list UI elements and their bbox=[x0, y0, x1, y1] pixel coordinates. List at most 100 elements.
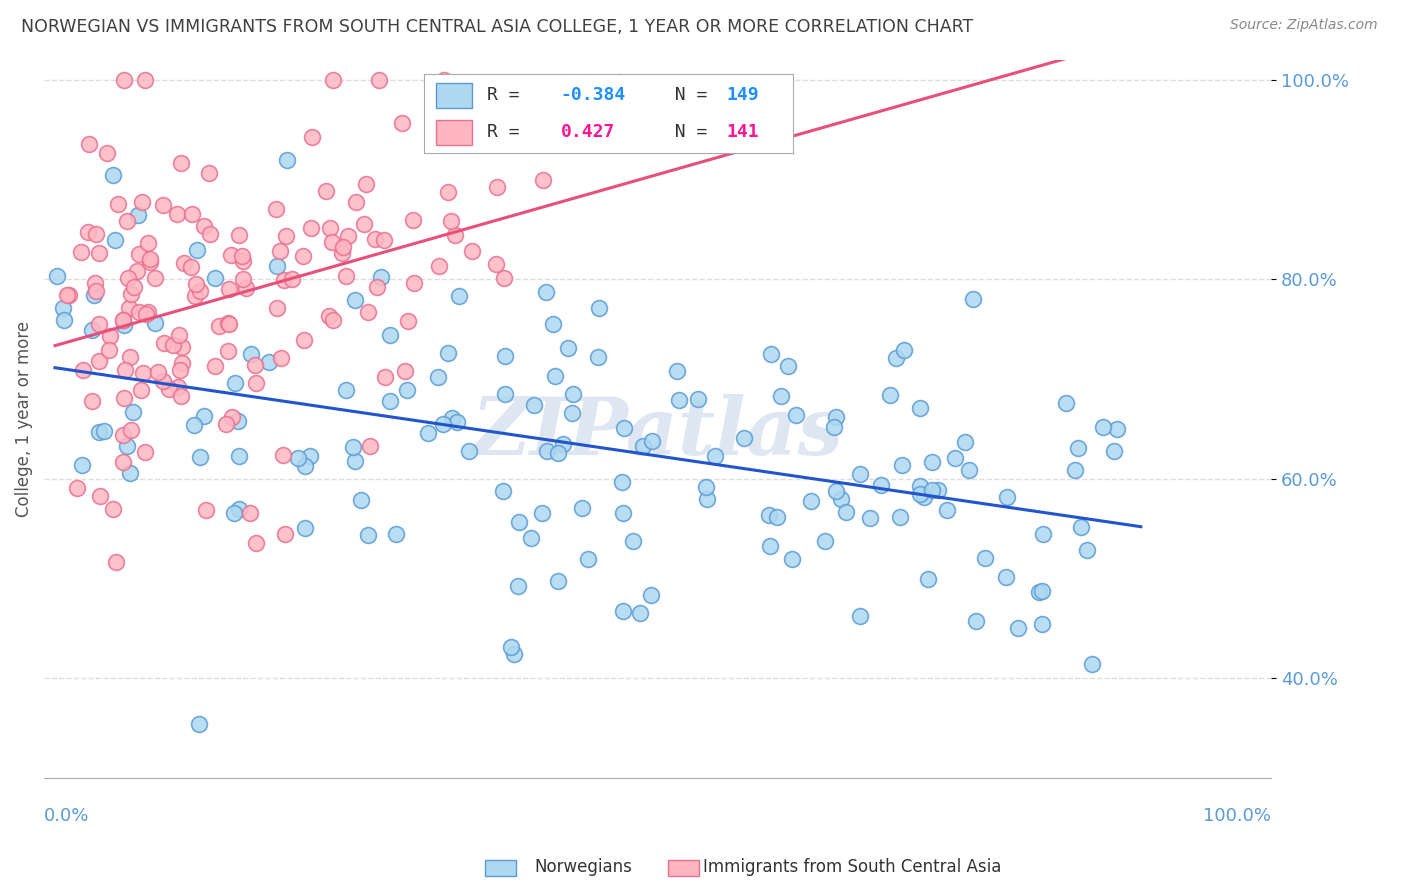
Point bbox=[84, 284, 107, 298]
Point bbox=[270, 351, 292, 366]
Point bbox=[169, 363, 191, 377]
Point bbox=[120, 466, 142, 480]
Point bbox=[143, 316, 166, 330]
Point bbox=[129, 383, 152, 397]
Point bbox=[107, 196, 129, 211]
Point bbox=[433, 72, 456, 87]
Point bbox=[668, 392, 690, 407]
Point bbox=[921, 483, 943, 497]
Point bbox=[173, 255, 195, 269]
Point bbox=[1028, 584, 1050, 599]
Point bbox=[337, 228, 360, 243]
Point bbox=[187, 716, 209, 731]
Point bbox=[1063, 463, 1085, 477]
Point bbox=[770, 389, 793, 403]
Point bbox=[98, 328, 121, 343]
Point bbox=[1102, 443, 1125, 458]
Point bbox=[391, 116, 413, 130]
Point bbox=[89, 489, 111, 503]
Point bbox=[118, 301, 141, 315]
Text: Immigrants from South Central Asia: Immigrants from South Central Asia bbox=[703, 858, 1001, 876]
Point bbox=[318, 309, 340, 323]
Point bbox=[136, 236, 159, 251]
Point bbox=[1081, 657, 1104, 672]
Point bbox=[172, 340, 194, 354]
Point bbox=[319, 221, 342, 235]
Point bbox=[228, 449, 250, 463]
Point bbox=[131, 195, 153, 210]
Point bbox=[101, 502, 124, 516]
Point bbox=[83, 288, 105, 302]
Point bbox=[134, 445, 156, 459]
Point bbox=[869, 478, 891, 492]
Point bbox=[111, 313, 134, 327]
Point bbox=[446, 415, 468, 429]
Point bbox=[492, 483, 515, 498]
Point bbox=[353, 217, 375, 231]
Point bbox=[848, 609, 870, 624]
Point bbox=[557, 342, 579, 356]
Point bbox=[501, 640, 523, 654]
Point bbox=[523, 398, 546, 412]
Point bbox=[184, 277, 207, 291]
Point bbox=[204, 270, 226, 285]
Point bbox=[921, 455, 943, 469]
Point bbox=[58, 288, 80, 302]
Point bbox=[138, 252, 160, 267]
Point bbox=[218, 317, 240, 331]
Point bbox=[218, 282, 240, 296]
Point bbox=[93, 424, 115, 438]
Point bbox=[912, 491, 935, 505]
Point bbox=[571, 501, 593, 516]
Point bbox=[80, 394, 103, 409]
Point bbox=[69, 245, 91, 260]
Text: Source: ZipAtlas.com: Source: ZipAtlas.com bbox=[1230, 18, 1378, 32]
Point bbox=[917, 572, 939, 586]
Point bbox=[98, 343, 121, 357]
Point bbox=[120, 423, 142, 437]
Point bbox=[188, 450, 211, 464]
Point bbox=[266, 259, 288, 273]
Point bbox=[224, 376, 246, 390]
Point bbox=[84, 227, 107, 242]
Point bbox=[204, 359, 226, 373]
Point bbox=[114, 363, 136, 377]
Point bbox=[281, 272, 304, 286]
Point bbox=[485, 257, 508, 271]
Point bbox=[1031, 616, 1053, 631]
Point bbox=[534, 285, 557, 299]
Point bbox=[957, 463, 980, 477]
Point bbox=[112, 318, 135, 332]
Point bbox=[135, 307, 157, 321]
Point bbox=[910, 487, 932, 501]
Point bbox=[157, 382, 180, 396]
Point bbox=[294, 521, 316, 535]
Point bbox=[631, 439, 654, 453]
Point bbox=[152, 374, 174, 388]
Point bbox=[111, 455, 134, 469]
Point bbox=[1066, 441, 1088, 455]
Point bbox=[335, 383, 357, 397]
Point bbox=[226, 414, 249, 428]
Point bbox=[301, 130, 323, 145]
Point bbox=[77, 225, 100, 239]
Point bbox=[287, 450, 309, 465]
Point bbox=[112, 72, 135, 87]
Point bbox=[1031, 584, 1053, 599]
Point bbox=[357, 528, 380, 542]
Point bbox=[194, 503, 217, 517]
Point bbox=[344, 194, 367, 209]
Point bbox=[112, 391, 135, 405]
Point bbox=[167, 380, 190, 394]
Point bbox=[335, 269, 357, 284]
Point bbox=[965, 615, 987, 629]
Point bbox=[416, 426, 439, 441]
Point bbox=[166, 207, 188, 221]
Point bbox=[561, 406, 583, 420]
Point bbox=[232, 272, 254, 286]
Point bbox=[128, 305, 150, 319]
Point bbox=[859, 510, 882, 524]
Point bbox=[294, 458, 316, 473]
Point bbox=[908, 401, 931, 415]
Point bbox=[132, 366, 155, 380]
